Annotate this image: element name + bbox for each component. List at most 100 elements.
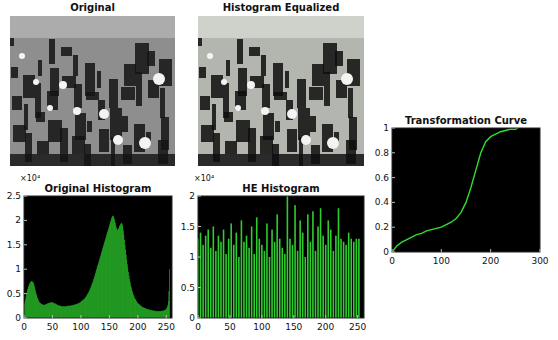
bar [258, 239, 260, 318]
histogram-bar [77, 303, 79, 318]
tick [261, 315, 262, 318]
histogram-bar [164, 310, 166, 318]
tick-label: 1 [189, 252, 195, 262]
image-shadow [297, 79, 306, 108]
histogram-bar [120, 224, 122, 318]
histogram-bar [64, 306, 66, 318]
image [10, 16, 175, 166]
image-shadow [201, 125, 214, 142]
bar [241, 220, 243, 318]
histogram-bar [160, 311, 162, 318]
histogram-bar [78, 303, 80, 318]
image-shadow [75, 113, 86, 140]
marks [392, 128, 518, 252]
histogram-bar [159, 311, 161, 318]
tick-label: 200 [317, 322, 334, 332]
bar [215, 251, 217, 318]
bar [200, 233, 202, 318]
image-highlight [19, 53, 25, 59]
image-band [198, 154, 364, 166]
image-shadow [123, 145, 132, 164]
bar [210, 248, 212, 318]
histogram-bar [165, 310, 167, 318]
histogram-bar [29, 283, 31, 318]
histogram-bar [169, 269, 171, 318]
histogram-bar [68, 306, 70, 318]
tick [24, 293, 27, 294]
image-shadow [10, 38, 14, 46]
image-shadow [287, 129, 297, 152]
image-highlight [59, 81, 67, 89]
tick-label: 300 [531, 256, 548, 266]
tick-label: 50 [224, 322, 236, 332]
histogram-bar [155, 311, 157, 318]
tick-label: 0 [15, 313, 21, 323]
image-shadow [312, 64, 324, 86]
histogram-bar [151, 310, 153, 318]
image-shadow [61, 47, 72, 56]
bar [338, 208, 340, 318]
histogram-bar [58, 305, 60, 318]
histogram-bar [124, 245, 126, 318]
histogram-bar [86, 296, 88, 318]
histogram-bar [45, 304, 47, 318]
image-highlight [247, 81, 255, 89]
image-shadow [237, 39, 243, 64]
tick-label: 0 [21, 322, 27, 332]
bar [356, 239, 358, 318]
image-shadow [236, 120, 250, 142]
histogram-bar [72, 305, 74, 318]
image-shadow [211, 75, 223, 98]
histogram-bar [64, 306, 66, 318]
histogram-bar [163, 311, 165, 318]
histogram-bar [35, 291, 37, 318]
histogram-bar [71, 305, 73, 318]
histogram-bar [76, 304, 78, 318]
image-shadow [36, 112, 45, 122]
histogram-bar [67, 306, 69, 318]
histogram-bar [42, 305, 44, 318]
tick [24, 196, 27, 197]
histogram-bar [54, 303, 56, 318]
histogram-bar [47, 303, 49, 318]
bar [225, 254, 227, 318]
image-shadow [238, 68, 247, 96]
histogram-bar [46, 304, 48, 318]
image-shadow [13, 125, 26, 142]
histogram-bar [148, 309, 150, 318]
image-shadow [199, 67, 206, 78]
bar [243, 242, 245, 318]
tick-label: 100 [253, 322, 270, 332]
histogram-bar [129, 279, 131, 318]
image-highlight [113, 135, 123, 145]
histogram-bar [53, 303, 55, 318]
image-shadow [324, 72, 330, 106]
histogram-bar [87, 293, 89, 318]
image-shadow [136, 72, 142, 106]
image-shadow [25, 133, 32, 162]
tick-label: 100 [433, 256, 450, 266]
tick [24, 269, 27, 270]
histogram-bar [36, 296, 38, 318]
histogram-bar [49, 303, 51, 318]
image-shadow [261, 55, 266, 76]
histogram-bar [131, 287, 133, 318]
histogram-bar [125, 255, 127, 318]
histogram-bar [57, 305, 59, 318]
tick [392, 227, 395, 228]
tick-label: 200 [129, 322, 146, 332]
histogram-bar [121, 223, 123, 318]
bar [205, 236, 207, 318]
histogram-bar [141, 307, 143, 318]
image-shadow [109, 79, 118, 108]
histogram-bar [59, 306, 61, 318]
histogram-bar [154, 311, 156, 318]
image-panel [10, 16, 175, 174]
image-highlight [235, 105, 241, 111]
bar [312, 211, 314, 318]
tick-label: 0.5 [7, 289, 21, 299]
tick [229, 315, 230, 318]
tick-label: 200 [482, 256, 499, 266]
image-shadow [226, 60, 230, 76]
image-highlight [33, 79, 39, 85]
